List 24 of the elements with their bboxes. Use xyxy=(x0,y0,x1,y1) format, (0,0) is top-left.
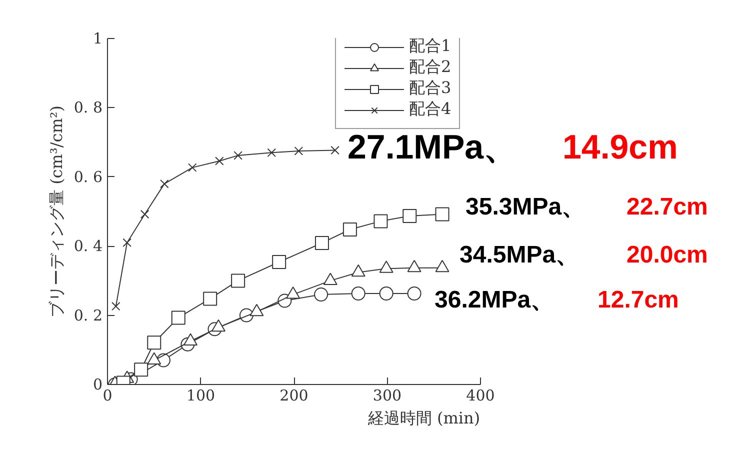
x-tick-label: 200 xyxy=(280,386,308,404)
annotation: 36.2MPa、 xyxy=(434,286,555,314)
x-tick-label: 400 xyxy=(466,386,495,404)
legend-label: 配合1 xyxy=(409,37,452,57)
y-tick-label: 1 xyxy=(92,30,103,48)
legend-label: 配合2 xyxy=(409,57,452,78)
legend-label: 配合4 xyxy=(409,99,452,120)
x-tick-label: 300 xyxy=(372,386,402,404)
text: 20.0cm xyxy=(626,242,708,268)
text: 14.9cm xyxy=(562,128,678,166)
text: 12.7cm xyxy=(598,286,679,314)
text: 22.7cm xyxy=(626,194,708,220)
annotation: 27.1MPa、 xyxy=(348,128,518,166)
annotation: 34.5MPa、 xyxy=(460,242,580,268)
y-tick-label: 0 xyxy=(92,376,103,394)
x-axis-title: 経過時間 (min) xyxy=(366,408,480,428)
y-tick-label: 0. 6 xyxy=(74,168,102,186)
y-tick-label: 0. 8 xyxy=(74,98,102,117)
legend-label: 配合3 xyxy=(409,78,452,99)
y-tick-label: 0. 4 xyxy=(74,237,102,256)
annotation: 35.3MPa、 xyxy=(466,194,586,220)
y-tick-label: 0. 2 xyxy=(74,306,102,324)
y-axis-title: ブリーディング量 (cm³/cm²) xyxy=(46,105,66,318)
x-tick-label: 100 xyxy=(186,386,216,404)
